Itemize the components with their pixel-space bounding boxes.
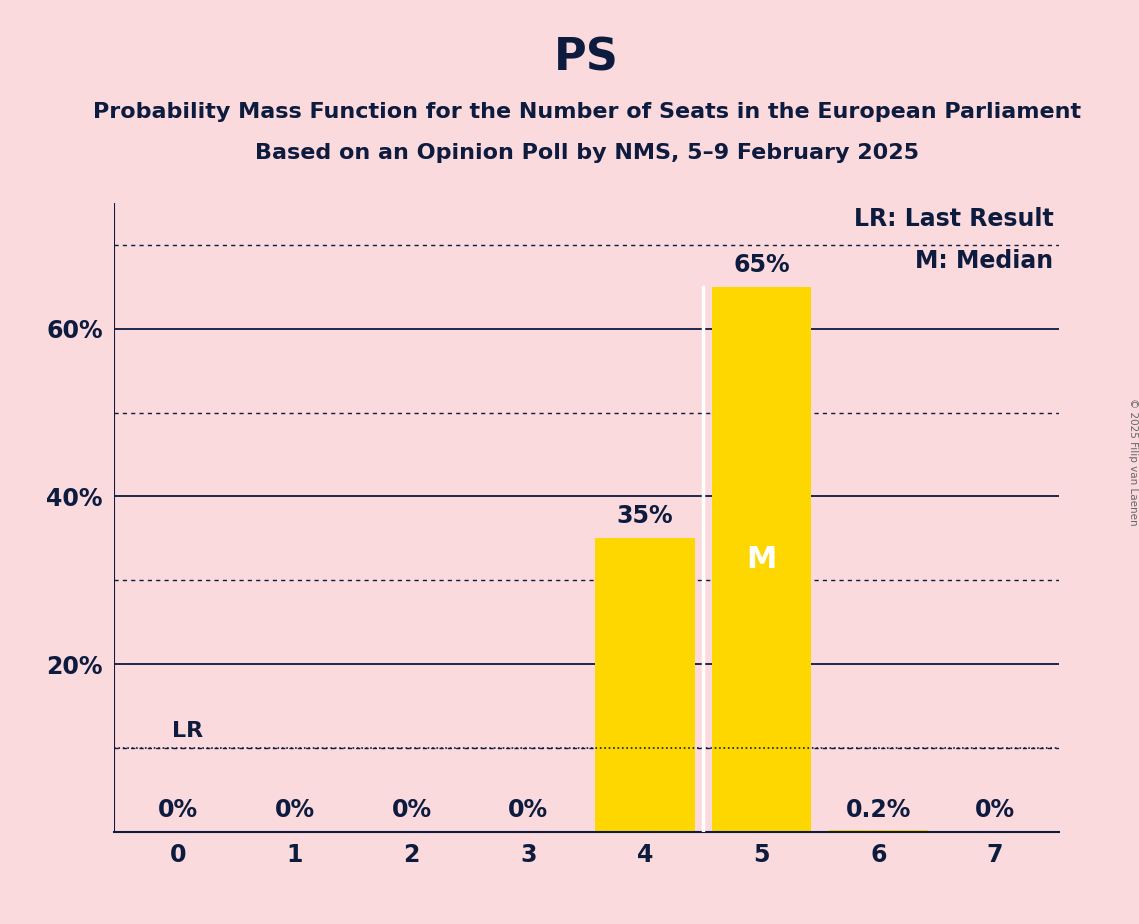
Text: M: Median: M: Median [916, 249, 1054, 274]
Text: Probability Mass Function for the Number of Seats in the European Parliament: Probability Mass Function for the Number… [92, 102, 1081, 122]
Text: PS: PS [555, 37, 618, 80]
Text: 0%: 0% [975, 797, 1015, 821]
Text: 35%: 35% [616, 505, 673, 529]
Text: 0%: 0% [274, 797, 314, 821]
Bar [829, 830, 928, 832]
Text: 0%: 0% [158, 797, 198, 821]
Text: 0%: 0% [392, 797, 432, 821]
Bar [712, 287, 811, 832]
Bar [596, 539, 695, 832]
Text: 0%: 0% [508, 797, 548, 821]
Text: 65%: 65% [734, 253, 790, 277]
Text: 0.2%: 0.2% [845, 797, 911, 821]
Text: Based on an Opinion Poll by NMS, 5–9 February 2025: Based on an Opinion Poll by NMS, 5–9 Feb… [255, 143, 918, 164]
Text: LR: LR [172, 721, 204, 741]
Text: LR: Last Result: LR: Last Result [854, 208, 1054, 232]
Text: © 2025 Filip van Laenen: © 2025 Filip van Laenen [1129, 398, 1138, 526]
Text: M: M [746, 545, 777, 574]
